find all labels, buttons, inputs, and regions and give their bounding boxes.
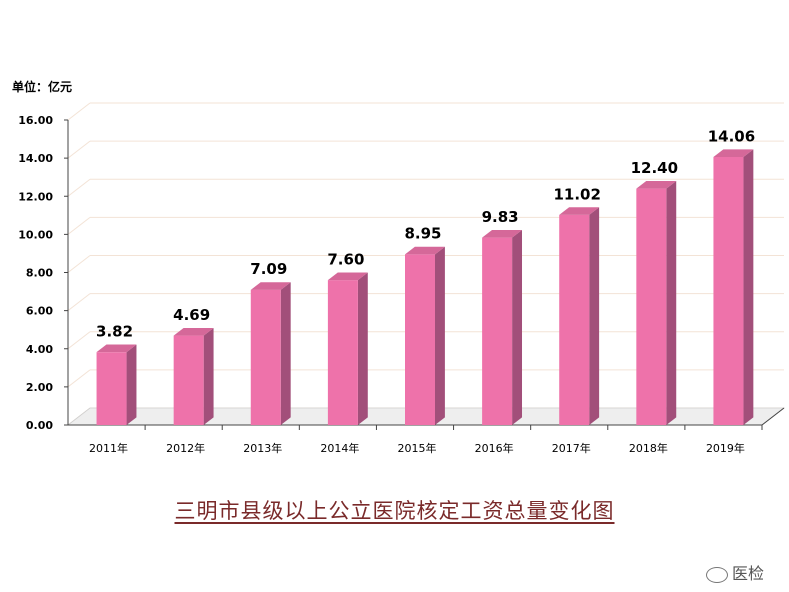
watermark: 医检: [706, 560, 764, 584]
bar-side: [435, 246, 445, 425]
bar-top: [559, 207, 600, 215]
bar-top: [96, 344, 137, 353]
gridline-depth: [67, 255, 91, 273]
y-tick-label: 0.00: [26, 419, 53, 432]
bar-side: [666, 180, 677, 425]
x-tick-label: 2016年: [475, 441, 514, 455]
bar-top: [482, 229, 523, 238]
y-tick-label: 14.00: [18, 152, 53, 165]
bar: [482, 237, 513, 425]
gridline-depth: [67, 293, 91, 312]
data-label: 4.69: [173, 306, 210, 324]
bar: [559, 214, 590, 425]
bar-side: [126, 344, 137, 425]
unit-label: 单位：亿元: [12, 80, 73, 94]
y-tick-label: 10.00: [18, 228, 53, 241]
bar: [713, 156, 744, 425]
bar-side: [743, 149, 754, 426]
bar-top: [250, 282, 291, 290]
gridline-depth: [67, 102, 91, 121]
x-tick-label: 2013年: [243, 441, 282, 455]
x-tick-label: 2014年: [320, 441, 359, 455]
y-tick-label: 16.00: [18, 114, 53, 127]
gridline-depth: [67, 216, 91, 235]
data-label: 14.06: [708, 127, 755, 145]
bar-top: [713, 149, 754, 157]
gridline-depth: [67, 140, 91, 159]
x-tick-label: 2015年: [398, 441, 437, 455]
x-tick-label: 2018年: [629, 441, 668, 455]
y-tick-label: 4.00: [26, 343, 53, 356]
bar-side: [589, 207, 600, 425]
y-tick-label: 2.00: [26, 381, 53, 394]
gridline-depth: [67, 369, 91, 388]
bar-side: [203, 327, 214, 425]
bar-top: [636, 180, 677, 189]
data-label: 7.09: [250, 260, 287, 278]
bar: [96, 352, 127, 425]
data-label: 11.02: [553, 185, 600, 203]
x-tick-label: 2012年: [166, 441, 205, 455]
bar: [405, 254, 435, 425]
bar-top: [327, 272, 368, 281]
wechat-icon: [706, 566, 728, 583]
y-tick-label: 6.00: [26, 305, 53, 318]
gridline-depth: [67, 178, 91, 197]
data-label: 12.40: [631, 159, 678, 177]
bar: [327, 280, 358, 425]
watermark-text: 医检: [732, 564, 765, 583]
bar-top: [173, 327, 214, 336]
y-tick-label: 12.00: [18, 190, 53, 203]
data-label: 8.95: [404, 225, 441, 243]
x-tick-label: 2019年: [706, 441, 745, 455]
x-tick-label: 2011年: [89, 441, 128, 455]
bar-side: [280, 282, 291, 425]
bar-side: [512, 229, 523, 425]
data-label: 3.82: [96, 323, 133, 341]
data-label: 7.60: [327, 250, 364, 268]
bar-top: [405, 246, 445, 255]
bar-side: [357, 272, 368, 425]
y-tick-label: 8.00: [26, 267, 53, 280]
bar: [173, 335, 204, 425]
bar: [250, 289, 281, 425]
bar: [636, 188, 667, 425]
gridline-depth: [67, 331, 91, 350]
floor-edge: [761, 407, 785, 426]
data-label: 9.83: [482, 208, 519, 226]
chart-caption: 三明市县级以上公立医院核定工资总量变化图: [174, 499, 615, 523]
x-tick-label: 2017年: [552, 441, 591, 455]
